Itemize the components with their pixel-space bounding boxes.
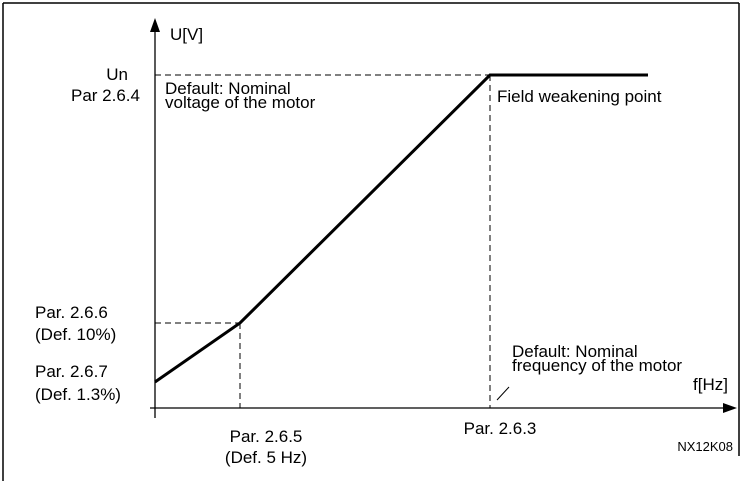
un-param: Par 2.6.4 bbox=[71, 86, 140, 105]
mid-param: Par. 2.6.6 bbox=[35, 303, 108, 322]
annotation: Default: Nominal bbox=[512, 342, 638, 361]
mid-default: (Def. 10%) bbox=[35, 325, 116, 344]
figure-id: NX12K08 bbox=[677, 439, 733, 454]
y-axis-label: U[V] bbox=[170, 25, 203, 44]
annotation: Field weakening point bbox=[497, 87, 662, 106]
zero-default: (Def. 1.3%) bbox=[35, 385, 121, 404]
un-label: Un bbox=[106, 65, 128, 84]
fwp-param: Par. 2.6.3 bbox=[464, 419, 537, 438]
annotation: voltage of the motor bbox=[165, 93, 316, 112]
guides bbox=[155, 74, 491, 408]
zero-param: Par. 2.6.7 bbox=[35, 362, 108, 381]
axes bbox=[150, 30, 725, 418]
y-arrow bbox=[150, 18, 160, 32]
vf-curve bbox=[154, 73, 648, 384]
x-arrow bbox=[723, 403, 737, 413]
x-axis-label: f[Hz] bbox=[693, 375, 728, 394]
annotation: frequency of the motor bbox=[512, 356, 682, 375]
pointer bbox=[496, 386, 510, 401]
fmid-param: Par. 2.6.5 bbox=[230, 427, 303, 446]
fmid-default: (Def. 5 Hz) bbox=[225, 448, 307, 467]
annotation: Default: Nominal bbox=[165, 79, 291, 98]
